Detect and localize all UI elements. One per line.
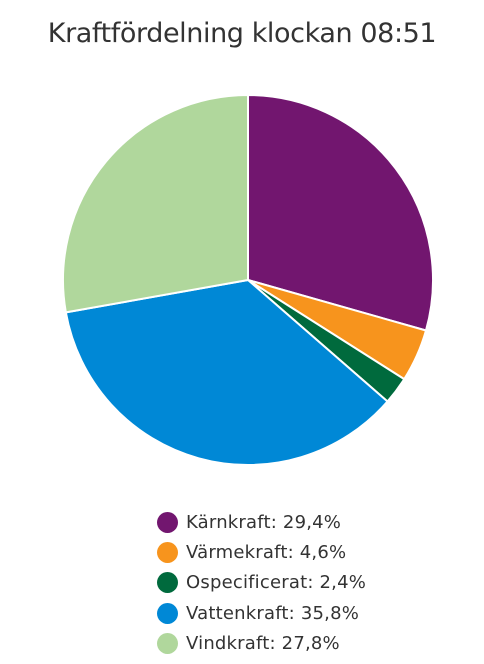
legend-label: Kärnkraft: 29,4% [186, 511, 342, 533]
pie-chart [62, 94, 434, 466]
legend-item-vindkraft[interactable]: Vindkraft: 27,8% [157, 628, 457, 658]
legend-swatch-icon [157, 511, 178, 533]
legend-label: Vattenkraft: 35,8% [186, 602, 360, 624]
legend-item-ospecificerat[interactable]: Ospecificerat: 2,4% [157, 568, 457, 598]
legend-label: Ospecificerat: 2,4% [186, 572, 367, 594]
legend-swatch-icon [157, 602, 178, 624]
pie-slice-vindkraft[interactable] [62, 94, 249, 314]
legend-item-kärnkraft[interactable]: Kärnkraft: 29,4% [157, 507, 457, 537]
legend-swatch-icon [157, 632, 178, 654]
legend-swatch-icon [157, 572, 178, 594]
pie-slice-kärnkraft[interactable] [247, 94, 434, 332]
legend-swatch-icon [157, 541, 178, 563]
chart-title: Kraftfördelning klockan 08:51 [47, 18, 437, 49]
legend-item-värmekraft[interactable]: Värmekraft: 4,6% [157, 537, 457, 567]
legend-label: Vindkraft: 27,8% [186, 632, 340, 654]
pie-slice-vattenkraft[interactable] [64, 279, 389, 466]
legend-item-vattenkraft[interactable]: Vattenkraft: 35,8% [157, 598, 457, 628]
pie-svg [62, 94, 434, 466]
legend-label: Värmekraft: 4,6% [186, 541, 347, 563]
chart-legend: Kärnkraft: 29,4% Värmekraft: 4,6% Ospecifi… [157, 507, 457, 658]
